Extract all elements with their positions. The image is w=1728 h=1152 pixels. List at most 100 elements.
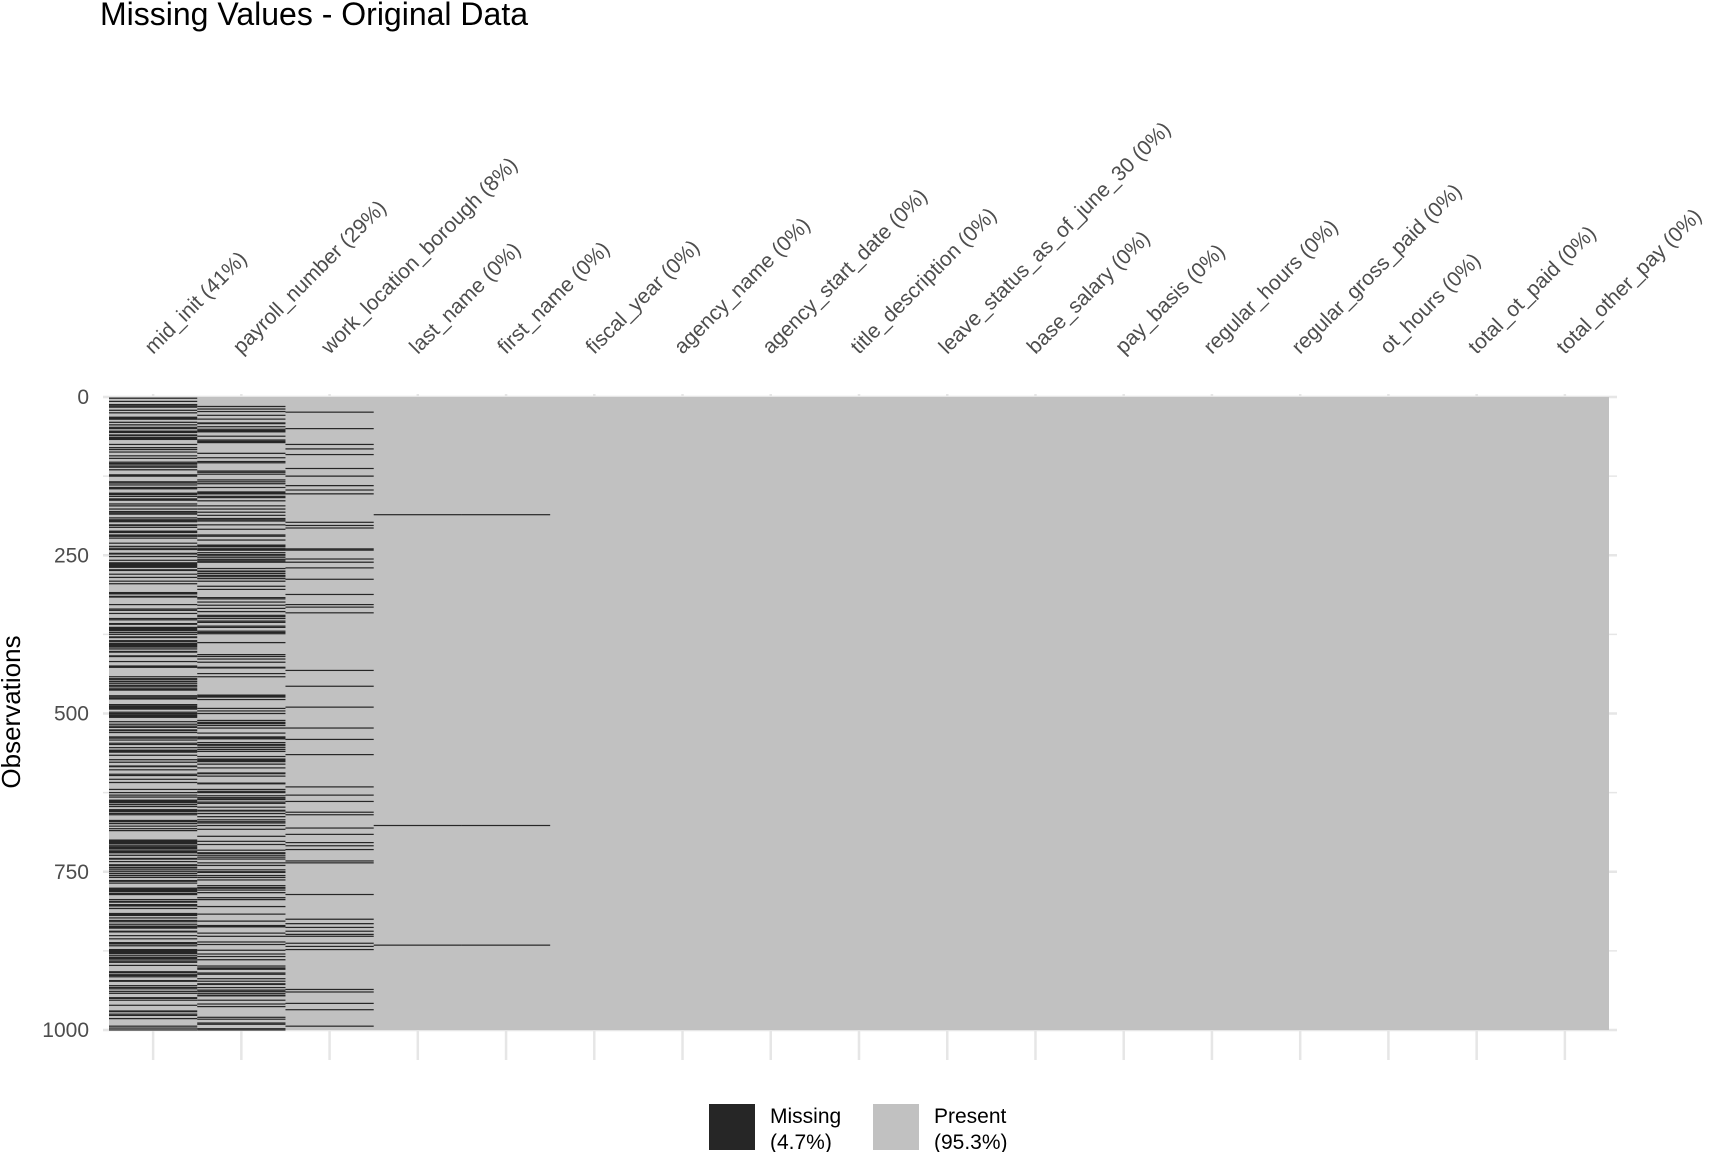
missing-cell	[285, 1025, 374, 1027]
present-background	[109, 397, 1609, 1030]
missing-cell	[197, 835, 286, 837]
present-legend-percent: (95.3%)	[934, 1131, 1008, 1152]
missing-cell	[197, 528, 286, 530]
missing-cell	[109, 739, 198, 741]
missing-cell	[109, 573, 198, 575]
missing-cell	[109, 956, 198, 960]
missing-cell	[109, 492, 198, 496]
missing-cell	[197, 694, 286, 698]
missing-cell	[197, 889, 286, 891]
missing-cell	[197, 992, 286, 994]
missing-cell	[109, 705, 198, 710]
missing-cell	[373, 944, 462, 946]
missing-cell	[285, 453, 374, 456]
missing-cell	[109, 726, 198, 728]
missing-cell	[109, 711, 198, 713]
missing-cell	[197, 570, 286, 573]
missing-cell	[285, 443, 374, 446]
missing-cell	[197, 625, 286, 627]
missing-cell	[109, 723, 198, 725]
missing-cell	[109, 942, 198, 945]
missing-cell	[109, 650, 198, 653]
missing-cell	[109, 976, 198, 978]
missing-cell	[109, 434, 198, 437]
missing-cell	[197, 520, 286, 522]
missing-cell	[109, 534, 198, 537]
missing-cell	[109, 508, 198, 510]
missing-cell	[197, 736, 286, 740]
missing-cell	[109, 736, 198, 738]
missing-cell	[109, 788, 198, 791]
missing-cell	[285, 786, 374, 788]
missing-cell	[197, 819, 286, 821]
missing-cell	[197, 517, 286, 520]
missing-cell	[109, 524, 198, 527]
missing-cell	[109, 486, 198, 490]
missing-cell	[197, 479, 286, 481]
missing-cell	[197, 1023, 286, 1025]
missing-cell	[197, 920, 286, 922]
missing-cell	[197, 561, 286, 563]
missing-cell	[197, 989, 286, 991]
missing-cell	[197, 661, 286, 663]
missing-cell	[285, 845, 374, 847]
missing-cell	[197, 418, 286, 420]
missing-cell	[109, 591, 198, 595]
missing-cell	[461, 514, 551, 516]
missing-cell	[197, 435, 286, 437]
missing-cell	[197, 1003, 286, 1005]
missing-cell	[285, 988, 374, 991]
missing-cell	[109, 985, 198, 987]
missing-cell	[109, 876, 198, 879]
missing-cell	[285, 948, 374, 951]
missing-cell	[197, 621, 286, 623]
missing-cell	[197, 519, 286, 521]
missing-cell	[197, 1029, 286, 1031]
missing-cell	[109, 765, 198, 768]
missing-cell	[197, 616, 286, 618]
missing-cell	[197, 658, 286, 660]
missing-cell	[197, 457, 286, 459]
missing-cell	[109, 474, 198, 477]
missing-cell	[197, 822, 286, 824]
missing-cell	[197, 876, 286, 879]
missing-cell	[197, 791, 286, 794]
missing-cell	[109, 1029, 198, 1031]
missing-cell	[109, 704, 198, 706]
missing-cell	[109, 631, 198, 634]
missing-cell	[197, 604, 286, 606]
missing-cell	[461, 944, 551, 946]
missing-cell	[197, 588, 286, 590]
missing-cell	[109, 882, 198, 884]
missing-cell	[109, 761, 198, 763]
missing-cell	[285, 493, 374, 495]
missing-cell	[109, 791, 198, 794]
missing-cell	[109, 406, 198, 408]
missing-cell	[109, 685, 198, 687]
missing-cell	[109, 412, 198, 414]
missing-cell	[109, 503, 198, 505]
column-label: regular_gross_paid (0%)	[1287, 180, 1466, 359]
missing-cell	[285, 1002, 374, 1004]
missing-cell	[109, 498, 198, 501]
missing-cell	[197, 816, 286, 818]
missing-cell	[109, 988, 198, 990]
missing-cell	[109, 986, 198, 989]
missing-cell	[285, 945, 374, 948]
missing-cell	[285, 814, 374, 816]
missing-cell	[109, 919, 198, 922]
missing-cell	[109, 686, 198, 688]
missing-cell	[109, 451, 198, 453]
missing-cell	[197, 641, 286, 644]
missing-cell	[109, 973, 198, 975]
missing-cell	[285, 706, 374, 708]
missing-cell	[109, 992, 198, 994]
missing-cell	[197, 491, 286, 495]
missing-cell	[109, 866, 198, 869]
missing-cell	[197, 473, 286, 475]
present-legend-swatch	[873, 1104, 919, 1150]
legend: Missing (4.7%) Present (95.3%)	[709, 1104, 1008, 1152]
missing-cell	[197, 775, 286, 777]
missing-cell	[109, 457, 198, 459]
missing-cell	[197, 511, 286, 513]
